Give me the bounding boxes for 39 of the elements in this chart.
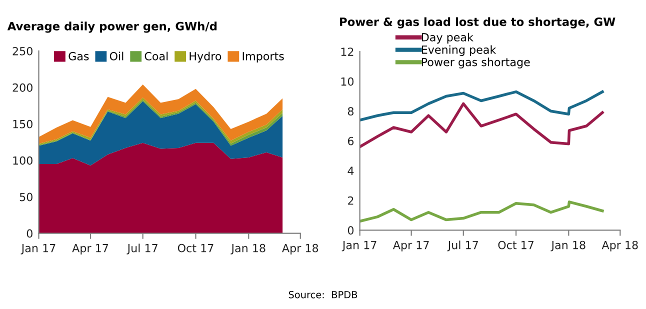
- x-tick-label: Oct 17: [178, 244, 214, 252]
- x-tick-label: Apr 17: [72, 244, 108, 254]
- x-tick-label: Jan 17: [20, 244, 56, 254]
- y-tick-label: 50: [20, 192, 32, 202]
- legend-label: Oil: [110, 52, 124, 60]
- legend-label: Hydro: [190, 52, 222, 63]
- line-series: [360, 200, 604, 223]
- legend-label: Evening peak: [422, 45, 496, 56]
- legend-label: Day peak: [422, 32, 474, 44]
- x-tick-label: Jul 17: [447, 240, 478, 252]
- x-tick-label: Jan 18: [230, 244, 266, 254]
- line-series: [360, 102, 604, 148]
- x-tick-label: Jan 17: [342, 240, 376, 252]
- y-tick-label: 10: [341, 77, 354, 86]
- x-tick-label: Apr 18: [602, 240, 638, 252]
- x-tick-label: Jan 18: [550, 240, 586, 252]
- y-tick-label: 0: [348, 226, 354, 235]
- source-note: Source: BPDB: [288, 290, 358, 298]
- chart-title: Average daily power gen, GWh/d: [7, 22, 217, 33]
- y-tick-label: 2: [348, 196, 354, 205]
- legend-label: Power gas shortage: [422, 58, 530, 68]
- y-tick-label: 8: [348, 107, 354, 116]
- line-series: [360, 90, 604, 122]
- y-tick-label: 6: [348, 136, 354, 146]
- legend-label: Coal: [144, 52, 168, 60]
- legend-label: Gas: [68, 52, 89, 60]
- y-tick-label: 250: [12, 46, 32, 56]
- y-tick-label: 12: [341, 48, 354, 56]
- y-tick-label: 0: [26, 229, 32, 238]
- x-tick-label: Apr 18: [282, 244, 318, 254]
- x-tick-label: Oct 17: [498, 240, 534, 250]
- y-tick-label: 150: [13, 120, 32, 128]
- y-tick-label: 100: [13, 156, 32, 165]
- y-tick-label: 200: [12, 83, 32, 92]
- x-tick-label: Apr 17: [392, 240, 429, 252]
- legend-label: Imports: [242, 52, 284, 63]
- x-tick-label: Jul 17: [126, 244, 158, 254]
- chart-title: Power & gas load lost due to shortage, GW: [340, 17, 616, 28]
- y-tick-label: 4: [348, 166, 354, 175]
